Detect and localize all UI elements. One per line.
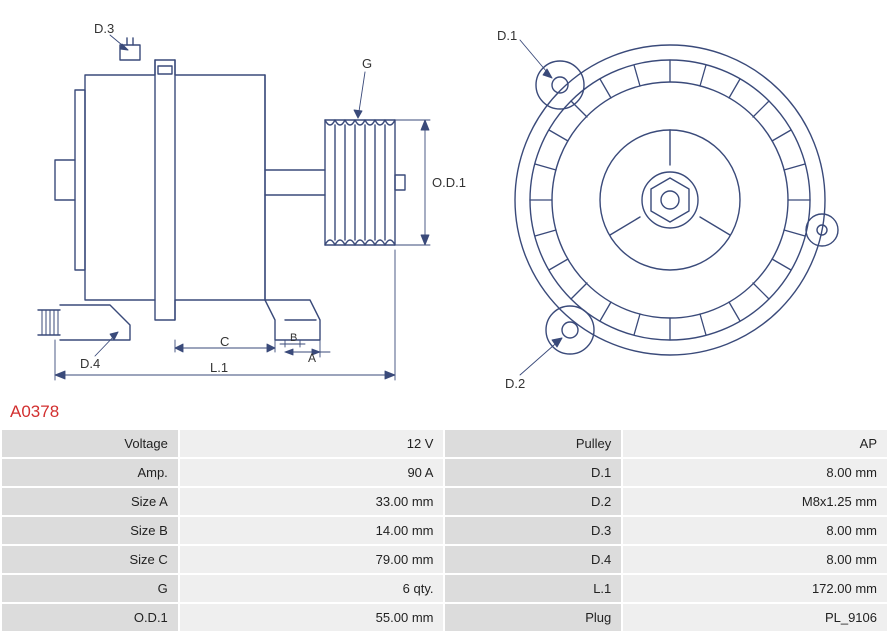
spec-label: D.2 [445,488,621,515]
spec-label: D.3 [445,517,621,544]
spec-value: 172.00 mm [623,575,887,602]
alternator-svg: D.3 D.4 G O.D.1 C B A L.1 D.1 D.2 [0,0,889,400]
label-g: G [362,56,372,71]
spec-value: 33.00 mm [180,488,444,515]
spec-value: 8.00 mm [623,546,887,573]
spec-value: 6 qty. [180,575,444,602]
label-d1: D.1 [497,28,517,43]
table-row: G6 qty.L.1172.00 mm [2,575,887,602]
table-row: Size C79.00 mmD.48.00 mm [2,546,887,573]
spec-value: PL_9106 [623,604,887,631]
table-row: O.D.155.00 mmPlugPL_9106 [2,604,887,631]
label-d2: D.2 [505,376,525,391]
spec-value: 79.00 mm [180,546,444,573]
spec-table: Voltage12 VPulleyAPAmp.90 AD.18.00 mmSiz… [0,428,889,633]
technical-drawings: D.3 D.4 G O.D.1 C B A L.1 D.1 D.2 [0,0,889,400]
spec-label: L.1 [445,575,621,602]
spec-value: 8.00 mm [623,459,887,486]
table-row: Amp.90 AD.18.00 mm [2,459,887,486]
table-row: Size B14.00 mmD.38.00 mm [2,517,887,544]
spec-label: Amp. [2,459,178,486]
spec-label: Pulley [445,430,621,457]
spec-value: M8x1.25 mm [623,488,887,515]
spec-label: Size C [2,546,178,573]
spec-label: G [2,575,178,602]
label-a: A [308,351,316,365]
table-row: Voltage12 VPulleyAP [2,430,887,457]
spec-value: 14.00 mm [180,517,444,544]
label-d3: D.3 [94,21,114,36]
label-d4: D.4 [80,356,100,371]
part-code: A0378 [0,400,889,428]
spec-value: 90 A [180,459,444,486]
table-row: Size A33.00 mmD.2M8x1.25 mm [2,488,887,515]
spec-label: Size A [2,488,178,515]
spec-label: Size B [2,517,178,544]
label-c: C [220,334,229,349]
spec-value: 55.00 mm [180,604,444,631]
spec-label: O.D.1 [2,604,178,631]
spec-label: D.1 [445,459,621,486]
spec-value: AP [623,430,887,457]
label-l1: L.1 [210,360,228,375]
page-container: D.3 D.4 G O.D.1 C B A L.1 D.1 D.2 A0378 … [0,0,889,633]
spec-label: Plug [445,604,621,631]
label-od1: O.D.1 [432,175,466,190]
spec-label: Voltage [2,430,178,457]
label-b: B [290,332,297,344]
spec-value: 12 V [180,430,444,457]
spec-value: 8.00 mm [623,517,887,544]
spec-label: D.4 [445,546,621,573]
